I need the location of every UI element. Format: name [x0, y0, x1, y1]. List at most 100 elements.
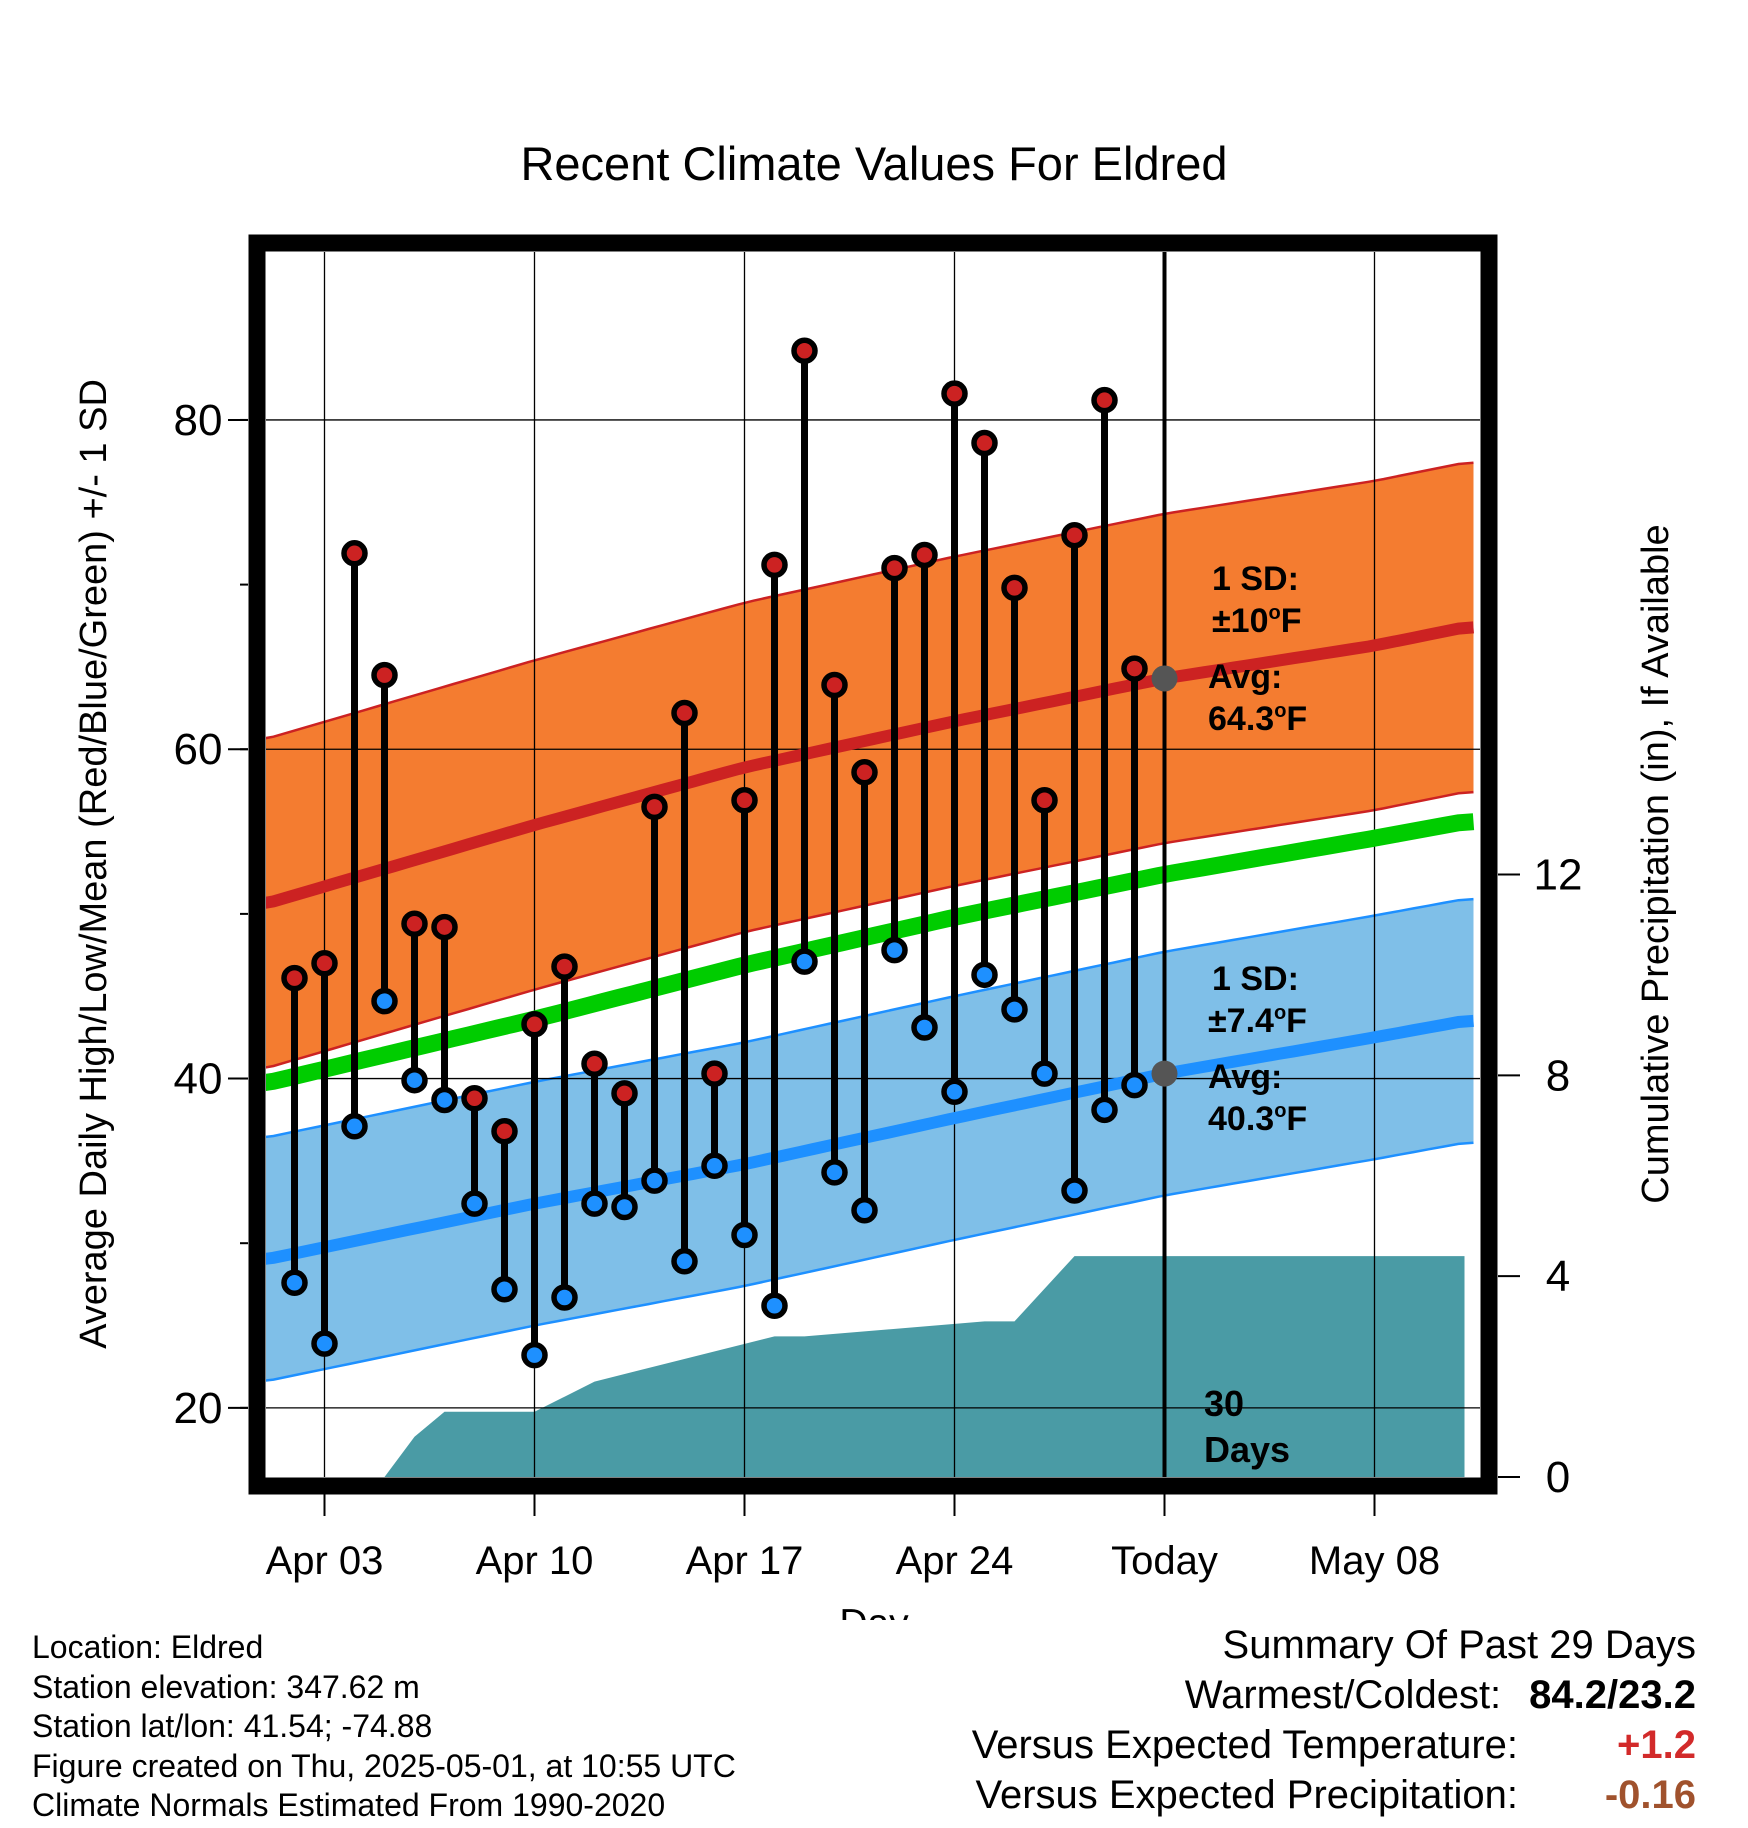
- y-axis-label: Average Daily High/Low/Mean (Red/Blue/Gr…: [73, 379, 115, 1349]
- y-tick-label: 80: [174, 396, 223, 445]
- high-normal-line: [266, 621, 1474, 909]
- low-point: [371, 987, 398, 1015]
- unit: F: [1281, 602, 1302, 640]
- days-count-number: 30: [1204, 1383, 1244, 1424]
- low-point: [851, 1197, 878, 1224]
- low-sd-label: 1 SD:: [1212, 960, 1299, 998]
- x-tick-label: Apr 03: [266, 1539, 384, 1583]
- y2-axis-label: Cumulative Precipitation (in), If Availa…: [1635, 524, 1677, 1203]
- high-avg-label: Avg:: [1208, 658, 1282, 696]
- high-point: [551, 953, 578, 980]
- observations: [281, 337, 1148, 1369]
- temp-value: +1.2: [1617, 1723, 1696, 1767]
- station-elevation: Station elevation: 347.62 m: [32, 1668, 420, 1705]
- y2-tick-label: 0: [1546, 1453, 1570, 1502]
- plot-inner: 1 SD: ±10oF Avg: 64.3oF 1 SD: ±7.4oF Avg: 40.3o…: [266, 252, 1480, 1477]
- low-band-lower-edge: [266, 1141, 1474, 1382]
- y-tick-label: 40: [174, 1055, 223, 1104]
- low-point: [941, 1078, 968, 1105]
- high-point: [461, 1085, 488, 1112]
- low-point: [1001, 996, 1028, 1023]
- high-point: [1061, 521, 1088, 549]
- today-low-avg-marker: [1151, 1060, 1178, 1087]
- high-point: [911, 541, 938, 569]
- low-point: [1061, 1177, 1088, 1204]
- station-info: Location: Eldred Station elevation: 347.…: [32, 1628, 736, 1826]
- high-point: [1001, 574, 1028, 602]
- high-point: [971, 429, 998, 457]
- low-point: [821, 1159, 848, 1186]
- high-point: [311, 950, 338, 977]
- high-point: [1091, 386, 1118, 414]
- high-point: [941, 380, 968, 407]
- unit: F: [1286, 1002, 1307, 1040]
- low-point: [551, 1284, 578, 1311]
- low-point: [431, 1086, 458, 1114]
- degree-symbol: o: [1268, 602, 1280, 624]
- high-point: [491, 1117, 518, 1145]
- summary-panel: Summary Of Past 29 Days Warmest/Coldest:…: [972, 1620, 1696, 1820]
- low-point: [521, 1341, 548, 1369]
- high-point: [881, 554, 908, 582]
- temp-label: Versus Expected Temperature:: [971, 1723, 1518, 1767]
- unit: F: [1286, 700, 1307, 738]
- axes: 20 40 60 80 0 4 8 12 Apr 03 Apr 10 Apr 17 Apr 24 Tod…: [174, 396, 1583, 1583]
- low-point: [401, 1066, 428, 1094]
- y2-tick-label: 12: [1534, 851, 1583, 900]
- high-point: [1031, 787, 1058, 814]
- low-point: [1031, 1060, 1058, 1087]
- today-high-avg-marker: [1151, 665, 1178, 692]
- chart-title: Recent Climate Values For Eldred: [520, 137, 1227, 190]
- high-point: [701, 1060, 728, 1087]
- high-point: [281, 964, 308, 992]
- summary-title: Summary Of Past 29 Days: [1222, 1623, 1696, 1667]
- high-point: [791, 337, 818, 365]
- high-point: [671, 699, 698, 727]
- degree-symbol: o: [1274, 1002, 1286, 1024]
- high-avg-value: 64.3oF: [1208, 700, 1307, 738]
- precip-value: -0.16: [1604, 1773, 1696, 1817]
- x-tick-label: Apr 24: [896, 1539, 1014, 1583]
- low-point: [671, 1248, 698, 1275]
- x-tick-label: Apr 17: [686, 1539, 804, 1583]
- y-tick-label: 60: [174, 725, 223, 774]
- low-point: [311, 1330, 338, 1357]
- low-point: [701, 1152, 728, 1180]
- low-point: [911, 1014, 938, 1041]
- station-latlon: Station lat/lon: 41.54; -74.88: [32, 1708, 433, 1744]
- x-tick-label: Apr 10: [476, 1539, 594, 1583]
- low-point: [611, 1193, 638, 1221]
- low-point: [881, 936, 908, 964]
- y-tick-label: 20: [174, 1384, 223, 1433]
- low-point: [491, 1276, 518, 1303]
- low-point: [461, 1190, 488, 1217]
- warmest-coldest-value: 84.2/23.2: [1529, 1673, 1696, 1717]
- low-point: [641, 1167, 668, 1194]
- low-point: [581, 1190, 608, 1217]
- low-point: [731, 1221, 758, 1249]
- low-point: [791, 948, 818, 975]
- high-point: [581, 1050, 608, 1077]
- y2-tick-label: 8: [1546, 1051, 1570, 1100]
- x-tick-label: Today: [1111, 1539, 1218, 1583]
- unit: F: [1286, 1100, 1307, 1138]
- low-point: [761, 1292, 788, 1320]
- summary-temperature: Versus Expected Temperature: +1.2: [972, 1720, 1696, 1770]
- plot-frame: [248, 234, 1498, 1495]
- low-point: [1091, 1096, 1118, 1124]
- high-point: [761, 551, 788, 579]
- high-point: [401, 910, 428, 938]
- climate-normals-source: Climate Normals Estimated From 1990-2020: [32, 1787, 666, 1823]
- plot-area: 1 SD: ±10oF Avg: 64.3oF 1 SD: ±7.4oF Avg: 40.3o…: [174, 234, 1583, 1583]
- figure-created: Figure created on Thu, 2025-05-01, at 10…: [32, 1747, 736, 1784]
- high-point: [341, 540, 368, 567]
- high-band-upper-edge: [266, 461, 1474, 740]
- precip-label: Versus Expected Precipitation:: [975, 1773, 1518, 1817]
- low-avg-value: 40.3oF: [1208, 1100, 1307, 1138]
- high-sd-label: 1 SD:: [1212, 560, 1299, 598]
- station-location: Location: Eldred: [32, 1629, 264, 1665]
- x-axis-label: Day: [839, 1602, 909, 1620]
- high-point: [611, 1080, 638, 1107]
- high-point: [521, 1010, 548, 1038]
- low-sd-value: ±7.4oF: [1208, 1002, 1307, 1040]
